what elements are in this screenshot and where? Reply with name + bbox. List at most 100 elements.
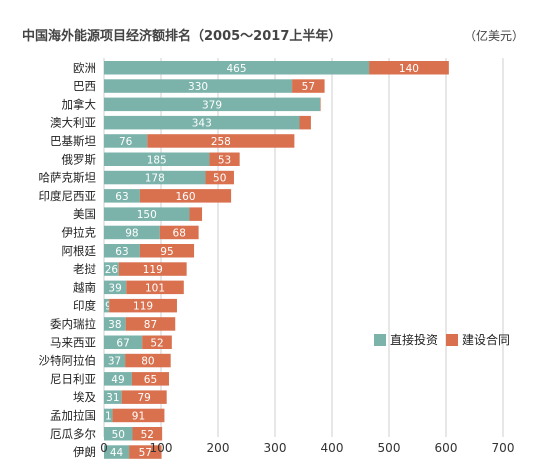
bar-direct <box>104 408 113 423</box>
bar-direct <box>104 280 127 295</box>
data-label: 39 <box>108 282 121 294</box>
category-label: 巴基斯坦 <box>50 134 96 148</box>
data-label: 52 <box>141 429 154 441</box>
bar-direct <box>104 317 126 331</box>
category-label: 印度尼西亚 <box>39 189 97 203</box>
category-labels: 欧洲巴西加拿大澳大利亚巴基斯坦俄罗斯哈萨克斯坦印度尼西亚美国伊拉克阿根廷老挝越南… <box>39 61 97 459</box>
bar-contract <box>292 79 325 93</box>
category-label: 阿根廷 <box>62 244 97 258</box>
bar-direct <box>104 244 140 258</box>
data-label: 68 <box>173 227 186 239</box>
bar-contract <box>129 445 162 459</box>
data-label: 44 <box>110 447 124 459</box>
data-label: 185 <box>147 154 167 166</box>
bar-contract <box>125 353 171 368</box>
data-label: 95 <box>160 246 173 258</box>
bar-contract <box>159 225 199 240</box>
bar-direct <box>104 134 148 148</box>
data-label: 65 <box>144 374 157 386</box>
category-label: 巴西 <box>73 79 96 93</box>
bar-direct <box>104 225 160 240</box>
data-label: 101 <box>145 282 165 294</box>
bar-contract <box>112 408 165 423</box>
bar-contract <box>320 97 321 112</box>
data-label: 31 <box>106 392 119 404</box>
bar-contract <box>121 390 167 404</box>
bar-direct <box>104 152 210 166</box>
category-label: 老挝 <box>73 262 96 276</box>
data-label: 22 <box>205 209 218 221</box>
bar-direct <box>104 427 133 441</box>
unit-label: （亿美元） <box>464 28 524 43</box>
data-label: 465 <box>227 63 247 75</box>
category-label: 委内瑞拉 <box>50 317 96 331</box>
data-label: 178 <box>145 173 165 185</box>
data-label: 91 <box>132 410 145 422</box>
bar-direct <box>104 97 321 112</box>
bar-direct <box>104 79 293 93</box>
data-label: 160 <box>175 191 195 203</box>
x-tick-label: 700 <box>492 441 515 455</box>
bar-contract <box>139 189 232 203</box>
category-label: 俄罗斯 <box>62 152 97 166</box>
bar-contract <box>109 298 177 313</box>
data-label: 343 <box>192 118 212 130</box>
data-label: 379 <box>202 99 222 111</box>
bar-direct <box>104 353 126 368</box>
category-label: 澳大利亚 <box>50 116 96 130</box>
category-label: 欧洲 <box>73 61 96 75</box>
bar-contract <box>205 170 234 185</box>
bar-contract <box>369 61 449 75</box>
x-tick-label: 300 <box>264 441 287 455</box>
x-tick-label: 500 <box>378 441 401 455</box>
legend-swatch-contract <box>446 333 459 346</box>
bar-direct <box>104 207 190 221</box>
data-label: 87 <box>144 319 157 331</box>
category-label: 伊拉克 <box>62 225 97 239</box>
data-label: 37 <box>108 356 121 368</box>
bar-contract <box>125 317 176 331</box>
bar-direct <box>104 61 370 75</box>
category-label: 尼日利亚 <box>50 372 96 386</box>
category-label: 哈萨克斯坦 <box>39 171 97 185</box>
data-label: 53 <box>218 154 231 166</box>
bar-direct <box>104 170 206 185</box>
category-label: 马来西亚 <box>50 335 96 349</box>
data-label: 98 <box>125 227 138 239</box>
category-label: 孟加拉国 <box>50 408 96 422</box>
data-label: 140 <box>399 63 419 75</box>
bar-contract <box>118 262 187 276</box>
x-tick-label: 200 <box>207 441 230 455</box>
chart-title: 中国海外能源项目经济额排名（2005～2017上半年） <box>22 28 341 44</box>
data-label: 258 <box>211 136 231 148</box>
category-label: 美国 <box>73 207 96 221</box>
x-tick-labels: 0 100 200 300 400 500 600 700 <box>100 441 514 455</box>
data-label: 67 <box>116 337 129 349</box>
category-label: 加拿大 <box>62 97 97 111</box>
data-label: 1 <box>324 99 331 111</box>
category-label: 厄瓜多尔 <box>50 427 96 441</box>
bar-direct <box>104 298 110 313</box>
bar-contract <box>126 280 184 295</box>
data-label: 119 <box>133 301 153 313</box>
data-label: 80 <box>141 356 154 368</box>
data-label: 330 <box>188 81 208 93</box>
data-label: 49 <box>111 374 124 386</box>
bar-contract <box>142 335 172 349</box>
bar-contract <box>132 427 163 441</box>
legend-label-direct: 直接投资 <box>390 333 439 347</box>
data-label: 63 <box>115 191 128 203</box>
bar-contract <box>139 244 195 258</box>
data-label: 57 <box>139 447 152 459</box>
category-label: 沙特阿拉伯 <box>39 354 97 368</box>
bar-direct <box>104 189 140 203</box>
data-label: 76 <box>119 136 133 148</box>
category-label: 越南 <box>73 280 96 294</box>
data-label: 26 <box>105 264 119 276</box>
data-label: 63 <box>115 246 128 258</box>
x-tick-label: 0 <box>100 441 108 455</box>
legend: 直接投资 建设合同 <box>374 331 510 348</box>
data-label: 119 <box>143 264 163 276</box>
